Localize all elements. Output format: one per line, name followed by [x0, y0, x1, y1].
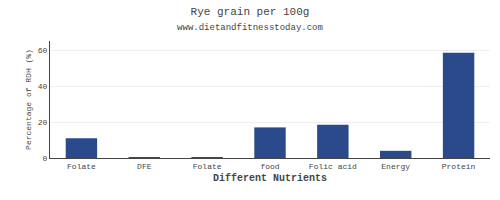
svg-text:60: 60 — [38, 46, 48, 55]
svg-text:Percentage of RDH (%): Percentage of RDH (%) — [24, 49, 33, 150]
svg-text:Folate: Folate — [193, 162, 222, 171]
svg-text:20: 20 — [38, 118, 48, 127]
svg-text:Folate: Folate — [67, 162, 96, 171]
svg-text:Rye grain per 100gwww.dietandf: Rye grain per 100gwww.dietandfitnesstoda… — [177, 6, 323, 32]
svg-text:Protein: Protein — [442, 162, 476, 171]
svg-text:Different Nutrients: Different Nutrients — [213, 173, 327, 184]
svg-text:DFE: DFE — [137, 162, 152, 171]
svg-text:40: 40 — [38, 82, 48, 91]
svg-text:Folic acid: Folic acid — [309, 162, 357, 171]
svg-text:food: food — [260, 162, 279, 171]
svg-text:Energy: Energy — [381, 162, 410, 171]
svg-text:0: 0 — [43, 154, 48, 163]
